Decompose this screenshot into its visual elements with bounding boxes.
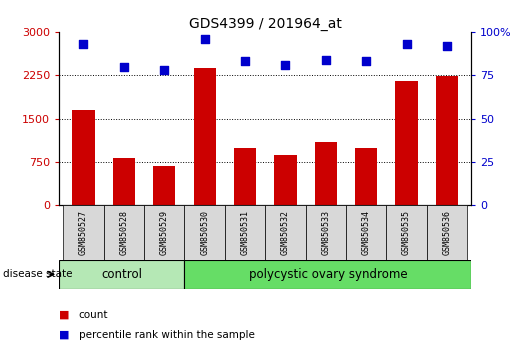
Text: polycystic ovary syndrome: polycystic ovary syndrome (249, 268, 407, 281)
Text: GSM850528: GSM850528 (119, 210, 128, 255)
Text: GSM850527: GSM850527 (79, 210, 88, 255)
Point (281, 62, 289, 68)
Bar (234, 148, 256, 205)
Point (119, 64, 128, 69)
Point (79, 41, 88, 47)
Bar (184, 260, 471, 289)
Point (322, 57, 330, 62)
Bar (265, 205, 305, 260)
Text: GSM850536: GSM850536 (442, 210, 452, 255)
Bar (305, 205, 346, 260)
Bar (59, 260, 184, 289)
Bar (396, 81, 418, 205)
Bar (153, 166, 175, 205)
Bar (346, 205, 386, 260)
Point (241, 58, 249, 64)
Point (200, 36, 209, 42)
Bar (72, 110, 95, 205)
Text: GSM850530: GSM850530 (200, 210, 209, 255)
Text: count: count (79, 310, 108, 320)
Title: GDS4399 / 201964_at: GDS4399 / 201964_at (189, 17, 341, 31)
Point (160, 67, 168, 73)
Bar (436, 76, 458, 205)
Text: GSM850535: GSM850535 (402, 210, 411, 255)
Point (362, 58, 370, 64)
Text: ■: ■ (59, 310, 70, 320)
Bar (113, 158, 135, 205)
Text: GSM850534: GSM850534 (362, 210, 371, 255)
Text: GSM850531: GSM850531 (241, 210, 250, 255)
Bar (144, 205, 184, 260)
Text: ■: ■ (59, 330, 70, 339)
Bar (225, 205, 265, 260)
Point (443, 43, 451, 48)
Bar (355, 148, 377, 205)
Bar (104, 205, 144, 260)
Text: GSM850529: GSM850529 (160, 210, 169, 255)
Text: control: control (101, 268, 142, 281)
Text: GSM850532: GSM850532 (281, 210, 290, 255)
Point (403, 41, 411, 47)
Text: GSM850533: GSM850533 (321, 210, 330, 255)
Text: disease state: disease state (3, 269, 72, 279)
Bar (315, 142, 337, 205)
Bar (386, 205, 427, 260)
Text: percentile rank within the sample: percentile rank within the sample (79, 330, 255, 339)
Bar (274, 155, 297, 205)
Bar (63, 205, 104, 260)
Bar (427, 205, 467, 260)
Bar (194, 68, 216, 205)
Bar (184, 205, 225, 260)
